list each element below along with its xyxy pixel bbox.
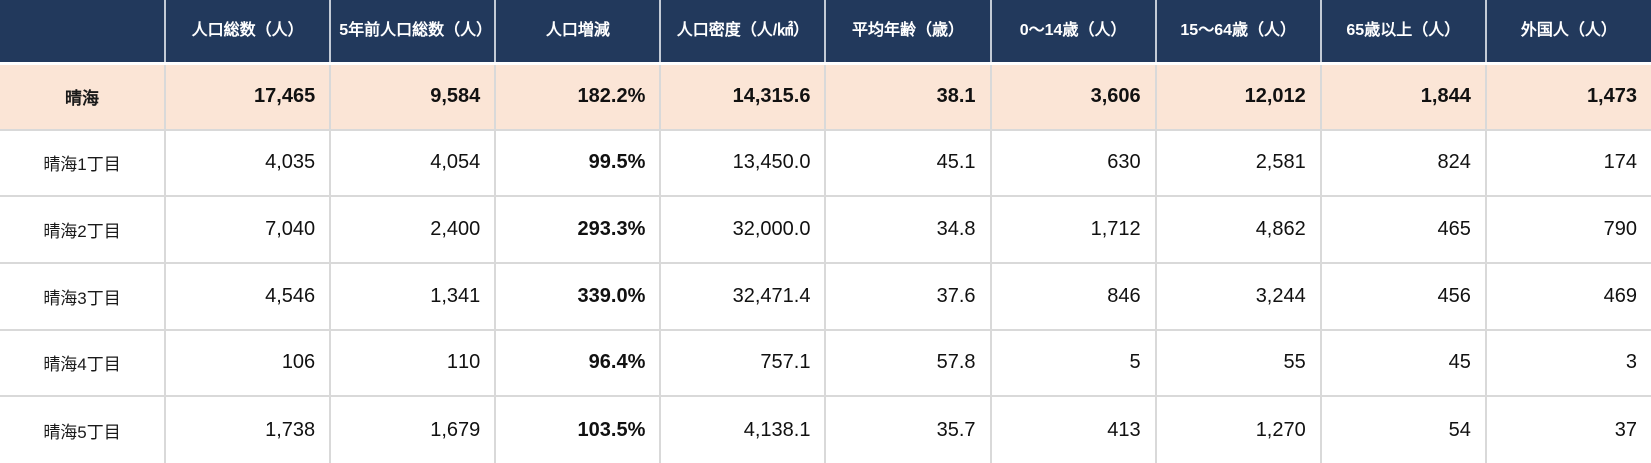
table-cell: 38.1 <box>824 62 992 131</box>
table-cell: 4,138.1 <box>659 395 827 463</box>
table-cell: 35.7 <box>824 395 992 463</box>
table-cell: 174 <box>1484 128 1651 198</box>
table-row-harumi-5: 晴海5丁目 1,738 1,679 103.5% 4,138.1 35.7 41… <box>0 395 1651 463</box>
row-label: 晴海5丁目 <box>0 395 167 463</box>
header-row: 人口総数（人） 5年前人口総数（人） 人口増減 人口密度（人/㎢） 平均年齢（歳… <box>0 0 1651 65</box>
column-header-population-5yr-ago: 5年前人口総数（人） <box>329 0 496 65</box>
row-label: 晴海4丁目 <box>0 328 167 398</box>
table-cell: 45 <box>1319 328 1487 398</box>
column-header-blank <box>0 0 166 65</box>
table-cell: 1,341 <box>329 261 497 331</box>
table-cell: 790 <box>1484 195 1651 264</box>
table-cell: 7,040 <box>164 195 332 264</box>
table-cell: 32,000.0 <box>659 195 827 264</box>
table-cell: 3 <box>1484 328 1651 398</box>
table-cell: 4,054 <box>329 128 497 198</box>
table-cell: 846 <box>989 261 1157 331</box>
table-cell: 2,581 <box>1154 128 1322 198</box>
table-cell: 630 <box>989 128 1157 198</box>
row-label: 晴海 <box>0 62 167 131</box>
table-cell: 110 <box>329 328 497 398</box>
column-header-age-0-14: 0～14歳（人） <box>989 0 1156 65</box>
table-body: 晴海 17,465 9,584 182.2% 14,315.6 38.1 3,6… <box>0 62 1651 463</box>
table-cell: 55 <box>1154 328 1322 398</box>
table-cell: 339.0% <box>494 261 662 331</box>
table-cell: 293.3% <box>494 195 662 264</box>
column-header-age-65-plus: 65歳以上（人） <box>1319 0 1486 65</box>
table-cell: 37.6 <box>824 261 992 331</box>
column-header-age-15-64: 15～64歳（人） <box>1154 0 1321 65</box>
table-cell: 37 <box>1484 395 1651 463</box>
table-cell: 465 <box>1319 195 1487 264</box>
table-cell: 17,465 <box>164 62 332 131</box>
column-header-population-change: 人口増減 <box>494 0 661 65</box>
table-cell: 757.1 <box>659 328 827 398</box>
table-cell: 1,712 <box>989 195 1157 264</box>
table-cell: 5 <box>989 328 1157 398</box>
table-cell: 3,606 <box>989 62 1157 131</box>
table-cell: 1,473 <box>1484 62 1651 131</box>
table-cell: 413 <box>989 395 1157 463</box>
table-cell: 1,270 <box>1154 395 1322 463</box>
row-label: 晴海3丁目 <box>0 261 167 331</box>
table-cell: 469 <box>1484 261 1651 331</box>
column-header-foreigners: 外国人（人） <box>1484 0 1651 65</box>
table-cell: 54 <box>1319 395 1487 463</box>
column-header-total-population: 人口総数（人） <box>164 0 331 65</box>
table-cell: 13,450.0 <box>659 128 827 198</box>
table-cell: 4,862 <box>1154 195 1322 264</box>
table-cell: 32,471.4 <box>659 261 827 331</box>
column-header-average-age: 平均年齢（歳） <box>824 0 991 65</box>
table-cell: 12,012 <box>1154 62 1322 131</box>
table-row-harumi-4: 晴海4丁目 106 110 96.4% 757.1 57.8 5 55 45 3 <box>0 328 1651 398</box>
table-cell: 103.5% <box>494 395 662 463</box>
table-row-harumi-1: 晴海1丁目 4,035 4,054 99.5% 13,450.0 45.1 63… <box>0 128 1651 198</box>
table-header: 人口総数（人） 5年前人口総数（人） 人口増減 人口密度（人/㎢） 平均年齢（歳… <box>0 0 1651 65</box>
table-cell: 96.4% <box>494 328 662 398</box>
table-cell: 824 <box>1319 128 1487 198</box>
table-cell: 4,546 <box>164 261 332 331</box>
row-label: 晴海1丁目 <box>0 128 167 198</box>
table-cell: 2,400 <box>329 195 497 264</box>
table-row-harumi-3: 晴海3丁目 4,546 1,341 339.0% 32,471.4 37.6 8… <box>0 261 1651 331</box>
table-cell: 57.8 <box>824 328 992 398</box>
table-cell: 106 <box>164 328 332 398</box>
table-cell: 456 <box>1319 261 1487 331</box>
table-row-harumi-2: 晴海2丁目 7,040 2,400 293.3% 32,000.0 34.8 1… <box>0 195 1651 264</box>
table-cell: 34.8 <box>824 195 992 264</box>
table-cell: 99.5% <box>494 128 662 198</box>
row-label: 晴海2丁目 <box>0 195 167 264</box>
table-cell: 14,315.6 <box>659 62 827 131</box>
column-header-population-density: 人口密度（人/㎢） <box>659 0 826 65</box>
table-cell: 1,738 <box>164 395 332 463</box>
table-cell: 3,244 <box>1154 261 1322 331</box>
table-cell: 1,844 <box>1319 62 1487 131</box>
table-row-harumi-total: 晴海 17,465 9,584 182.2% 14,315.6 38.1 3,6… <box>0 62 1651 131</box>
table-cell: 1,679 <box>329 395 497 463</box>
table-cell: 4,035 <box>164 128 332 198</box>
table-cell: 182.2% <box>494 62 662 131</box>
table-cell: 45.1 <box>824 128 992 198</box>
table-cell: 9,584 <box>329 62 497 131</box>
